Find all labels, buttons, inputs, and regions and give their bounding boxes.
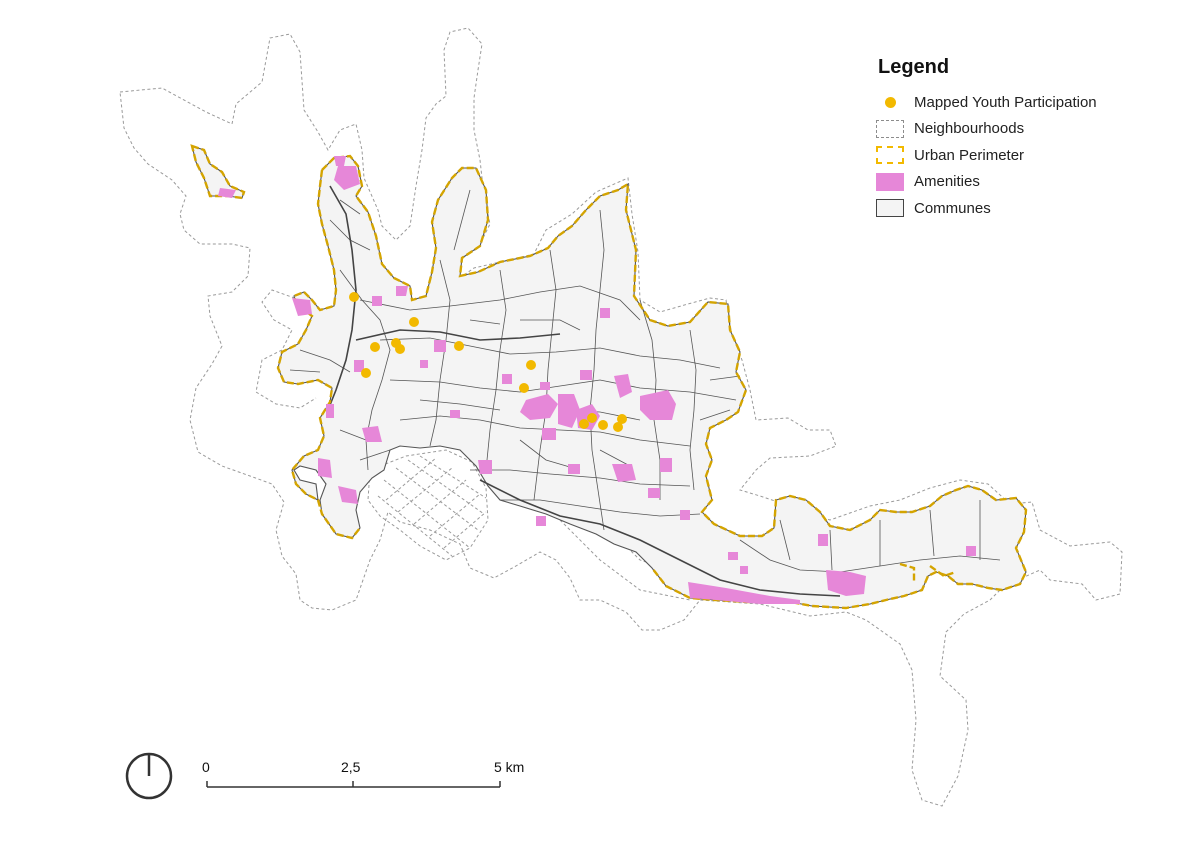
amenity-area <box>640 390 676 420</box>
scale-label-end: 5 km <box>494 759 525 775</box>
amenity-area <box>396 286 408 296</box>
neighbourhood-boundary-outer <box>119 27 1123 807</box>
legend-label: Amenities <box>914 173 980 191</box>
urban-perimeter-northwest-island <box>190 144 246 200</box>
participation-point <box>361 368 371 378</box>
scale-label-zero: 0 <box>202 759 210 775</box>
amenity-area <box>478 460 492 474</box>
commune-northwest-island <box>191 145 245 199</box>
legend-item-amenities: Amenities <box>876 169 1166 196</box>
legend-title: Legend <box>878 56 950 78</box>
urban-perimeter-layer <box>190 144 1028 610</box>
participation-point <box>454 341 464 351</box>
amenity-area <box>536 516 546 526</box>
legend-label: Urban Perimeter <box>914 146 1025 164</box>
participation-point <box>395 344 405 354</box>
amenity-area <box>728 552 738 560</box>
main-road-lines <box>327 185 841 597</box>
amenity-area <box>450 410 460 418</box>
participation-point <box>409 317 419 327</box>
amenity-area <box>420 360 428 368</box>
neighbourhood-grid <box>377 455 487 557</box>
amenities-layer <box>218 156 976 604</box>
participation-layer <box>349 292 627 432</box>
amenity-area <box>660 458 672 472</box>
amenity-area <box>600 308 610 318</box>
communes-swatch-icon <box>876 199 904 218</box>
amenity-area <box>648 488 660 498</box>
amenity-area <box>740 566 748 574</box>
participation-point <box>587 413 597 423</box>
participation-point <box>526 360 536 370</box>
participation-point <box>519 383 529 393</box>
amenity-area <box>362 426 382 442</box>
north-arrow-icon <box>125 752 173 800</box>
perimeter-swatch-icon <box>876 146 904 165</box>
legend-item-participation: Mapped Youth Participation <box>876 89 1166 116</box>
scale-bar <box>206 781 501 788</box>
amenity-area <box>966 546 976 556</box>
amenity-area <box>338 486 358 504</box>
participation-point <box>349 292 359 302</box>
amenities-swatch-icon <box>876 172 904 191</box>
neighbourhood-swatch-icon <box>876 119 904 138</box>
amenity-area <box>558 394 580 428</box>
participation-point <box>579 419 589 429</box>
amenity-area <box>818 534 828 546</box>
amenity-area <box>520 394 558 420</box>
amenity-area <box>434 340 446 352</box>
amenity-area <box>612 464 636 482</box>
participation-point <box>598 420 608 430</box>
amenity-area <box>334 166 360 190</box>
amenity-area <box>826 570 866 596</box>
amenity-area <box>292 298 312 316</box>
amenity-area <box>372 296 382 306</box>
participation-point <box>613 422 623 432</box>
legend-item-urban-perimeter: Urban Perimeter <box>876 142 1166 169</box>
scale-label-mid: 2,5 <box>341 759 361 775</box>
legend-label: Mapped Youth Participation <box>914 93 1097 111</box>
legend-item-communes: Communes <box>876 195 1166 222</box>
neighbourhood-boundary-west-spur <box>255 289 317 409</box>
amenity-area <box>326 404 334 418</box>
participation-point <box>370 342 380 352</box>
amenity-area <box>354 360 364 372</box>
amenity-area <box>568 464 580 474</box>
amenity-area <box>542 428 556 440</box>
amenity-area <box>540 382 550 390</box>
participation-point <box>617 414 627 424</box>
amenity-area <box>580 370 592 380</box>
legend: Legend Mapped Youth Participation Neighb… <box>876 56 1166 222</box>
amenity-area <box>680 510 690 520</box>
amenity-area <box>502 374 512 384</box>
amenity-area <box>318 458 332 478</box>
legend-label: Neighbourhoods <box>914 120 1025 138</box>
amenity-area <box>614 374 632 398</box>
participation-point-icon <box>876 93 904 111</box>
amenity-area <box>688 582 800 604</box>
urban-perimeter-main <box>321 154 1028 610</box>
amenity-area <box>218 188 236 198</box>
commune-main <box>277 155 1027 609</box>
legend-item-neighbourhoods: Neighbourhoods <box>876 116 1166 143</box>
amenity-area <box>334 156 346 166</box>
legend-label: Communes <box>914 199 991 217</box>
neighbourhood-boundary-south-district <box>367 449 489 561</box>
